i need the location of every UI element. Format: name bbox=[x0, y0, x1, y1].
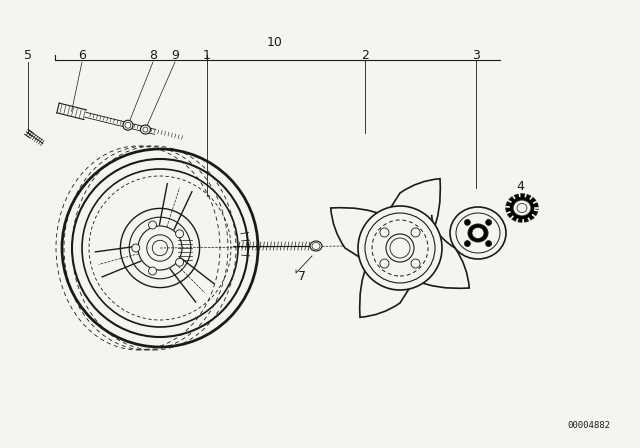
Ellipse shape bbox=[132, 244, 140, 252]
Ellipse shape bbox=[486, 220, 492, 225]
Ellipse shape bbox=[472, 228, 484, 238]
Ellipse shape bbox=[411, 259, 420, 268]
Ellipse shape bbox=[175, 230, 184, 238]
Ellipse shape bbox=[468, 224, 488, 242]
Ellipse shape bbox=[465, 241, 470, 246]
Text: 7: 7 bbox=[298, 270, 306, 283]
Ellipse shape bbox=[450, 207, 506, 259]
Ellipse shape bbox=[411, 228, 420, 237]
Text: 5: 5 bbox=[24, 48, 32, 61]
PathPatch shape bbox=[331, 179, 469, 317]
Text: 00004882: 00004882 bbox=[567, 421, 610, 430]
Text: 8: 8 bbox=[149, 48, 157, 61]
Text: 9: 9 bbox=[171, 48, 179, 61]
Text: 2: 2 bbox=[361, 48, 369, 61]
Ellipse shape bbox=[148, 221, 157, 229]
Text: 1: 1 bbox=[203, 48, 211, 61]
Text: 10: 10 bbox=[267, 35, 283, 48]
Text: 6: 6 bbox=[78, 48, 86, 61]
Ellipse shape bbox=[310, 241, 322, 251]
Ellipse shape bbox=[380, 228, 389, 237]
Ellipse shape bbox=[140, 125, 150, 134]
Ellipse shape bbox=[312, 242, 320, 250]
Ellipse shape bbox=[148, 267, 157, 275]
Ellipse shape bbox=[358, 206, 442, 290]
Ellipse shape bbox=[465, 220, 470, 225]
Ellipse shape bbox=[175, 258, 184, 266]
Ellipse shape bbox=[380, 259, 389, 268]
Ellipse shape bbox=[513, 200, 531, 216]
Ellipse shape bbox=[506, 194, 538, 222]
Ellipse shape bbox=[486, 241, 492, 246]
Ellipse shape bbox=[123, 120, 133, 130]
Text: 4: 4 bbox=[516, 180, 524, 193]
Ellipse shape bbox=[386, 234, 414, 262]
Text: 3: 3 bbox=[472, 48, 480, 61]
